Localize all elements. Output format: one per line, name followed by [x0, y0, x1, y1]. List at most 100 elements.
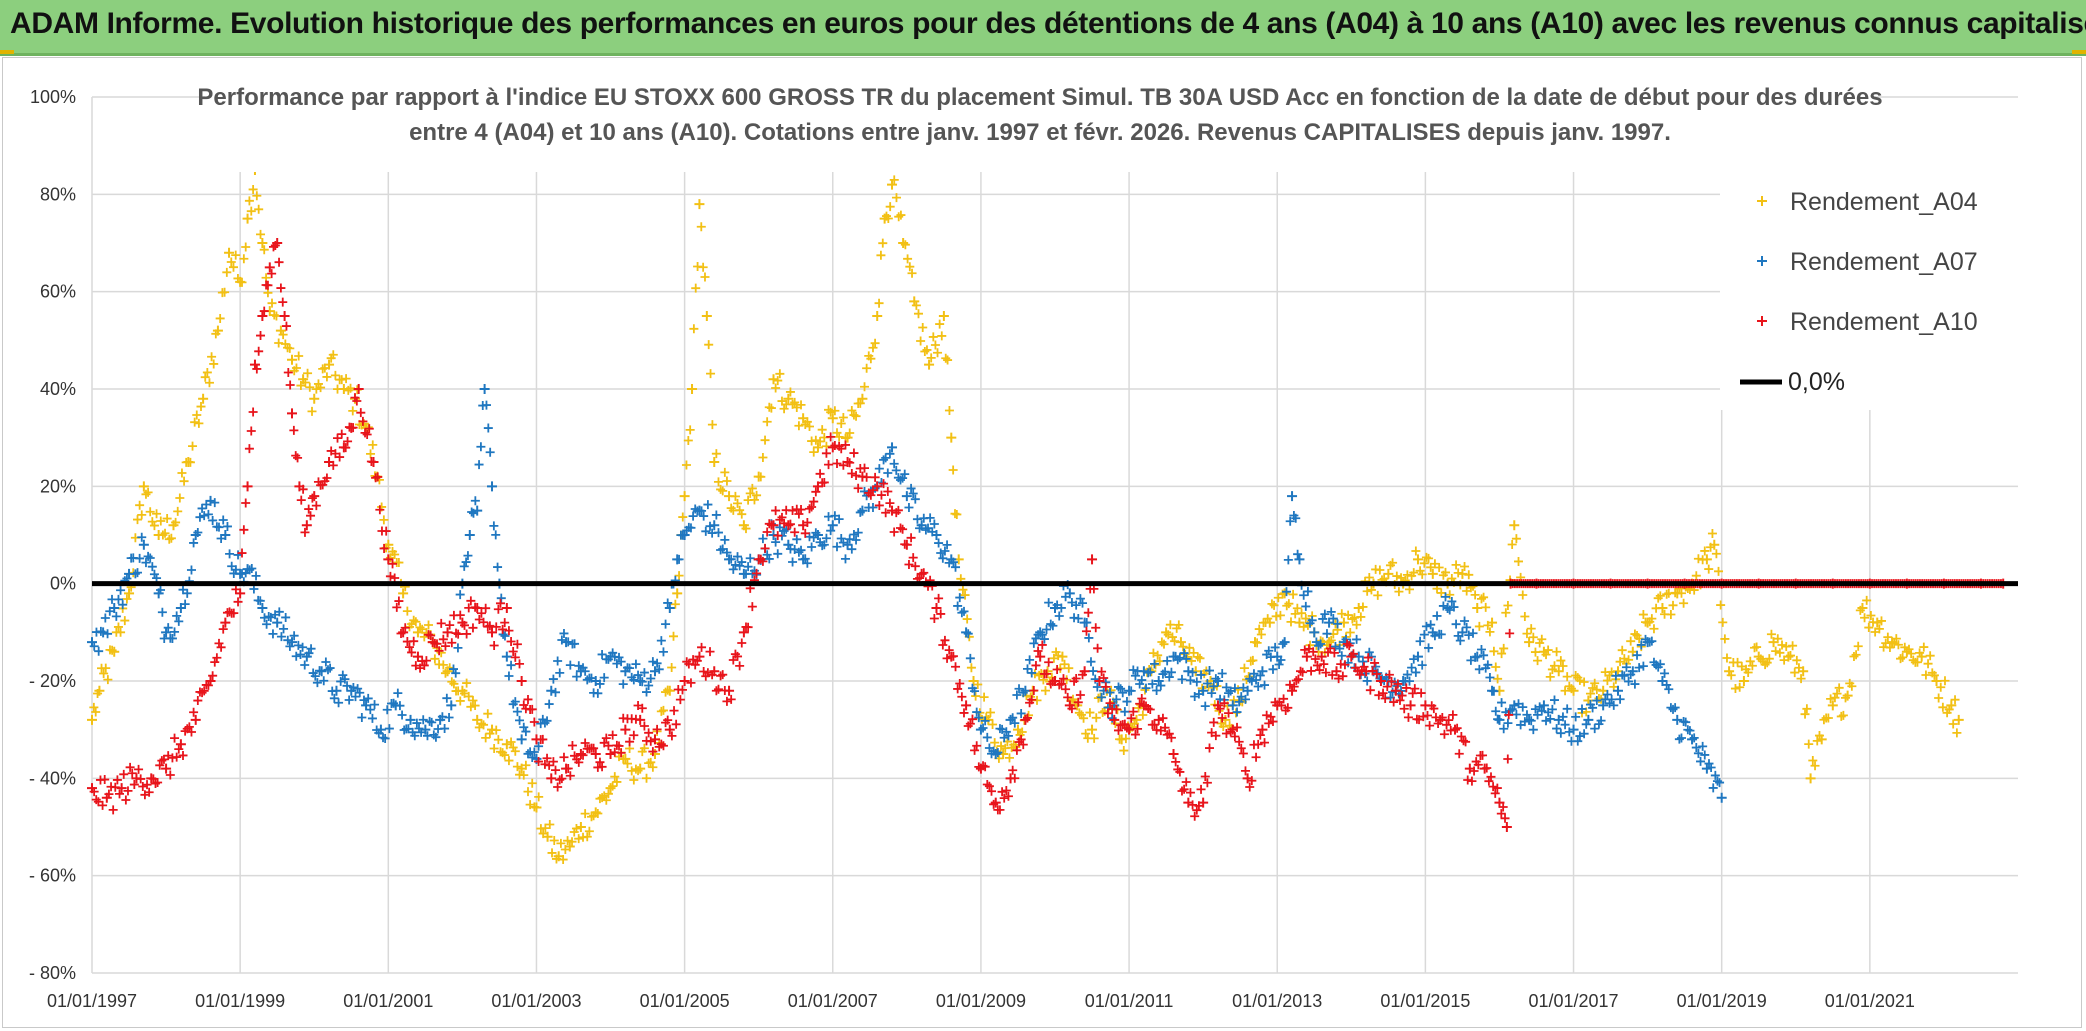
data-point — [244, 444, 254, 454]
data-point — [279, 311, 290, 321]
data-point — [1571, 670, 1581, 680]
data-point — [654, 664, 664, 674]
data-point — [565, 660, 575, 670]
data-point — [225, 549, 235, 559]
data-point — [368, 457, 379, 467]
data-point — [466, 702, 476, 712]
data-point — [1375, 565, 1385, 575]
data-point — [574, 834, 584, 844]
data-point — [1802, 704, 1812, 714]
data-point — [821, 533, 831, 543]
data-point — [836, 534, 846, 544]
data-point — [1472, 651, 1483, 662]
data-point — [812, 530, 823, 540]
data-point — [208, 671, 218, 681]
data-point — [1105, 698, 1115, 708]
data-point — [220, 617, 231, 628]
data-point — [1022, 713, 1032, 723]
data-point — [241, 242, 251, 252]
data-point — [1709, 539, 1720, 550]
data-point — [555, 775, 565, 785]
data-point — [565, 771, 575, 781]
data-point — [259, 245, 269, 255]
data-point — [625, 663, 635, 673]
data-point — [228, 262, 238, 272]
data-point — [527, 704, 537, 714]
data-point — [420, 724, 431, 735]
data-point — [1407, 663, 1417, 673]
data-point — [1649, 624, 1659, 634]
data-point — [1509, 520, 1520, 531]
data-point — [1005, 753, 1014, 763]
data-point — [1329, 648, 1339, 658]
data-point — [1504, 710, 1514, 720]
data-point — [1448, 710, 1458, 720]
data-point — [1421, 552, 1431, 562]
data-point — [1276, 655, 1286, 665]
data-point — [285, 380, 295, 390]
data-point — [311, 501, 321, 511]
data-point — [658, 705, 668, 715]
data-point — [667, 731, 677, 741]
data-point — [993, 748, 1003, 758]
data-point — [1891, 634, 1901, 644]
data-point — [262, 619, 272, 629]
data-point — [1485, 672, 1495, 682]
data-point — [847, 544, 857, 554]
data-point — [1403, 712, 1413, 722]
data-point — [553, 782, 563, 792]
data-point — [1240, 766, 1250, 776]
data-point — [276, 632, 286, 642]
data-point — [1010, 718, 1020, 728]
data-point — [749, 495, 759, 505]
data-point — [1321, 668, 1331, 678]
data-point — [635, 714, 646, 725]
data-point — [889, 175, 899, 185]
data-point — [1205, 743, 1214, 753]
data-point — [885, 449, 895, 459]
data-point — [1693, 748, 1703, 758]
data-point — [633, 670, 643, 680]
data-point — [610, 772, 620, 782]
data-point — [1147, 679, 1157, 689]
data-point — [283, 635, 293, 645]
data-point — [752, 490, 762, 500]
data-point — [1415, 636, 1425, 646]
data-point — [735, 661, 745, 671]
data-point — [824, 512, 834, 522]
data-point — [1632, 650, 1642, 660]
data-point — [199, 511, 209, 521]
data-point — [504, 671, 514, 681]
data-point — [1410, 684, 1420, 694]
data-point — [155, 760, 165, 770]
data-point — [508, 647, 518, 657]
data-point — [868, 502, 878, 512]
data-point — [1081, 729, 1091, 739]
data-point — [1440, 592, 1450, 602]
data-point — [1249, 669, 1259, 679]
data-point — [189, 707, 199, 717]
data-point — [1775, 648, 1785, 658]
data-point — [1130, 730, 1140, 740]
data-point — [900, 240, 910, 250]
data-point — [500, 631, 510, 641]
data-point — [1118, 688, 1128, 698]
data-point — [1331, 666, 1342, 677]
data-point — [1664, 684, 1674, 694]
data-point — [1472, 603, 1483, 613]
data-point — [1419, 630, 1429, 640]
data-point — [487, 627, 498, 638]
data-point — [827, 413, 838, 424]
data-point — [559, 628, 569, 638]
data-point — [394, 596, 404, 606]
data-point — [1234, 697, 1244, 707]
data-point — [1405, 676, 1415, 686]
data-point — [1590, 678, 1600, 688]
data-point — [1188, 800, 1198, 810]
data-point — [121, 795, 131, 805]
data-point — [476, 608, 486, 618]
data-point — [1638, 610, 1648, 620]
data-point — [743, 622, 753, 632]
data-point — [1401, 683, 1411, 693]
data-point — [1808, 755, 1818, 765]
